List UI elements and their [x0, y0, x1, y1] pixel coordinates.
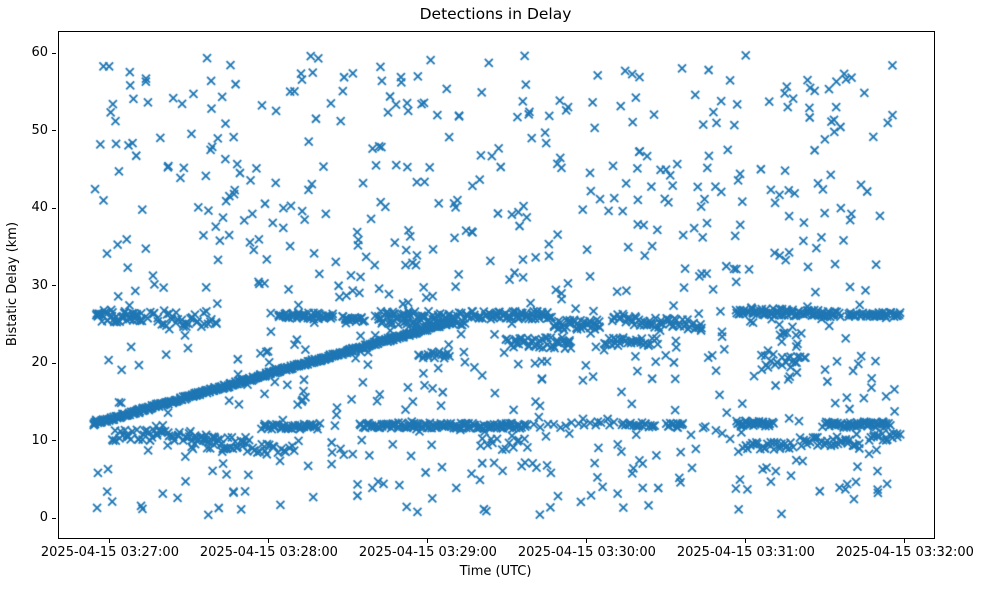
x-tick-label: 2025-04-15 03:27:00: [40, 545, 179, 560]
scatter-canvas: [59, 32, 934, 538]
y-tick-mark: [52, 130, 56, 131]
x-tick-mark: [109, 539, 111, 543]
x-axis-label: Time (UTC): [459, 564, 532, 579]
x-tick-mark: [904, 539, 906, 543]
y-tick-mark: [52, 207, 56, 209]
y-tick-mark: [52, 517, 56, 519]
x-tick-mark: [427, 539, 429, 543]
plot-area: [58, 31, 935, 539]
y-tick-label: 60: [31, 45, 48, 60]
x-tick-label: 2025-04-15 03:28:00: [199, 545, 338, 560]
y-tick-label: 30: [31, 277, 48, 293]
x-tick-label: 2025-04-15 03:29:00: [358, 545, 497, 560]
x-tick-mark: [268, 539, 270, 543]
chart-title: Detections in Delay: [419, 5, 572, 23]
y-tick-label: 40: [31, 200, 48, 215]
y-tick-mark: [52, 285, 56, 286]
y-tick-label: 0: [39, 510, 48, 525]
x-tick-label: 2025-04-15 03:30:00: [517, 545, 656, 560]
y-axis-label: Bistatic Delay (km): [5, 221, 20, 347]
x-tick-label: 2025-04-15 03:31:00: [676, 545, 815, 560]
y-tick-label: 10: [31, 432, 48, 448]
y-tick-mark: [52, 440, 56, 441]
y-tick-mark: [52, 52, 56, 54]
y-tick-mark: [52, 362, 56, 364]
x-tick-mark: [586, 539, 588, 543]
x-tick-mark: [745, 539, 747, 543]
x-tick-label: 2025-04-15 03:32:00: [835, 545, 974, 560]
y-tick-label: 20: [31, 355, 48, 370]
y-tick-label: 50: [31, 122, 48, 138]
